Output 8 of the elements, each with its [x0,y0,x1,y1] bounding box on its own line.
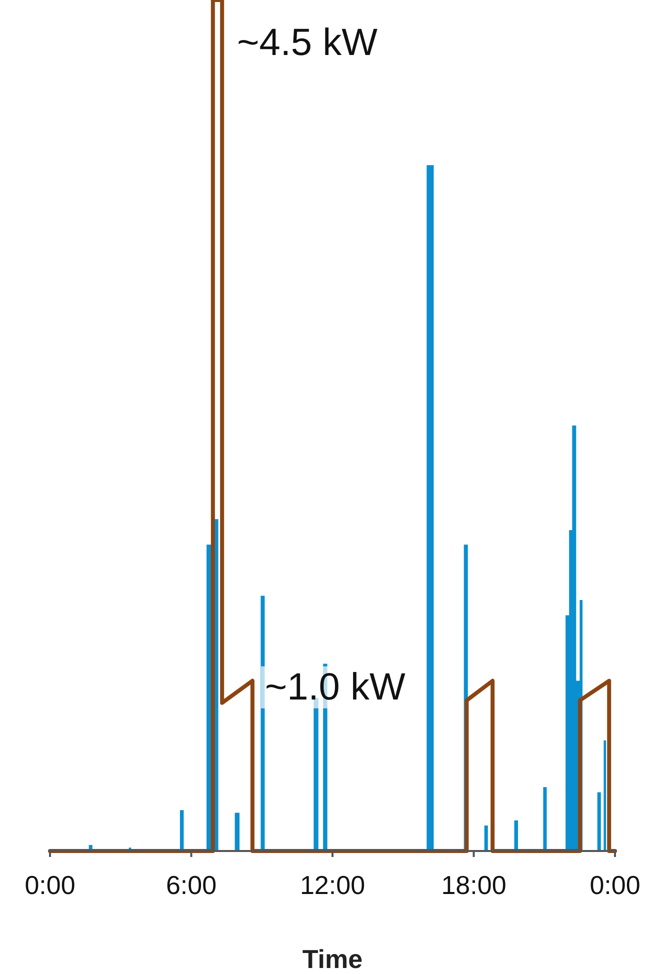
x-tick-label: 0:00 [590,870,640,900]
x-tick-label: 0:00 [24,870,76,900]
x-tick-label: 6:00 [166,870,217,900]
x-tick-label: 18:00 [441,870,506,900]
annotation: ~1.0 kW [264,666,406,708]
annotation: ~4.5 kW [237,22,378,64]
x-axis-title: Time [302,944,363,974]
x-tick-label: 12:00 [300,870,366,900]
